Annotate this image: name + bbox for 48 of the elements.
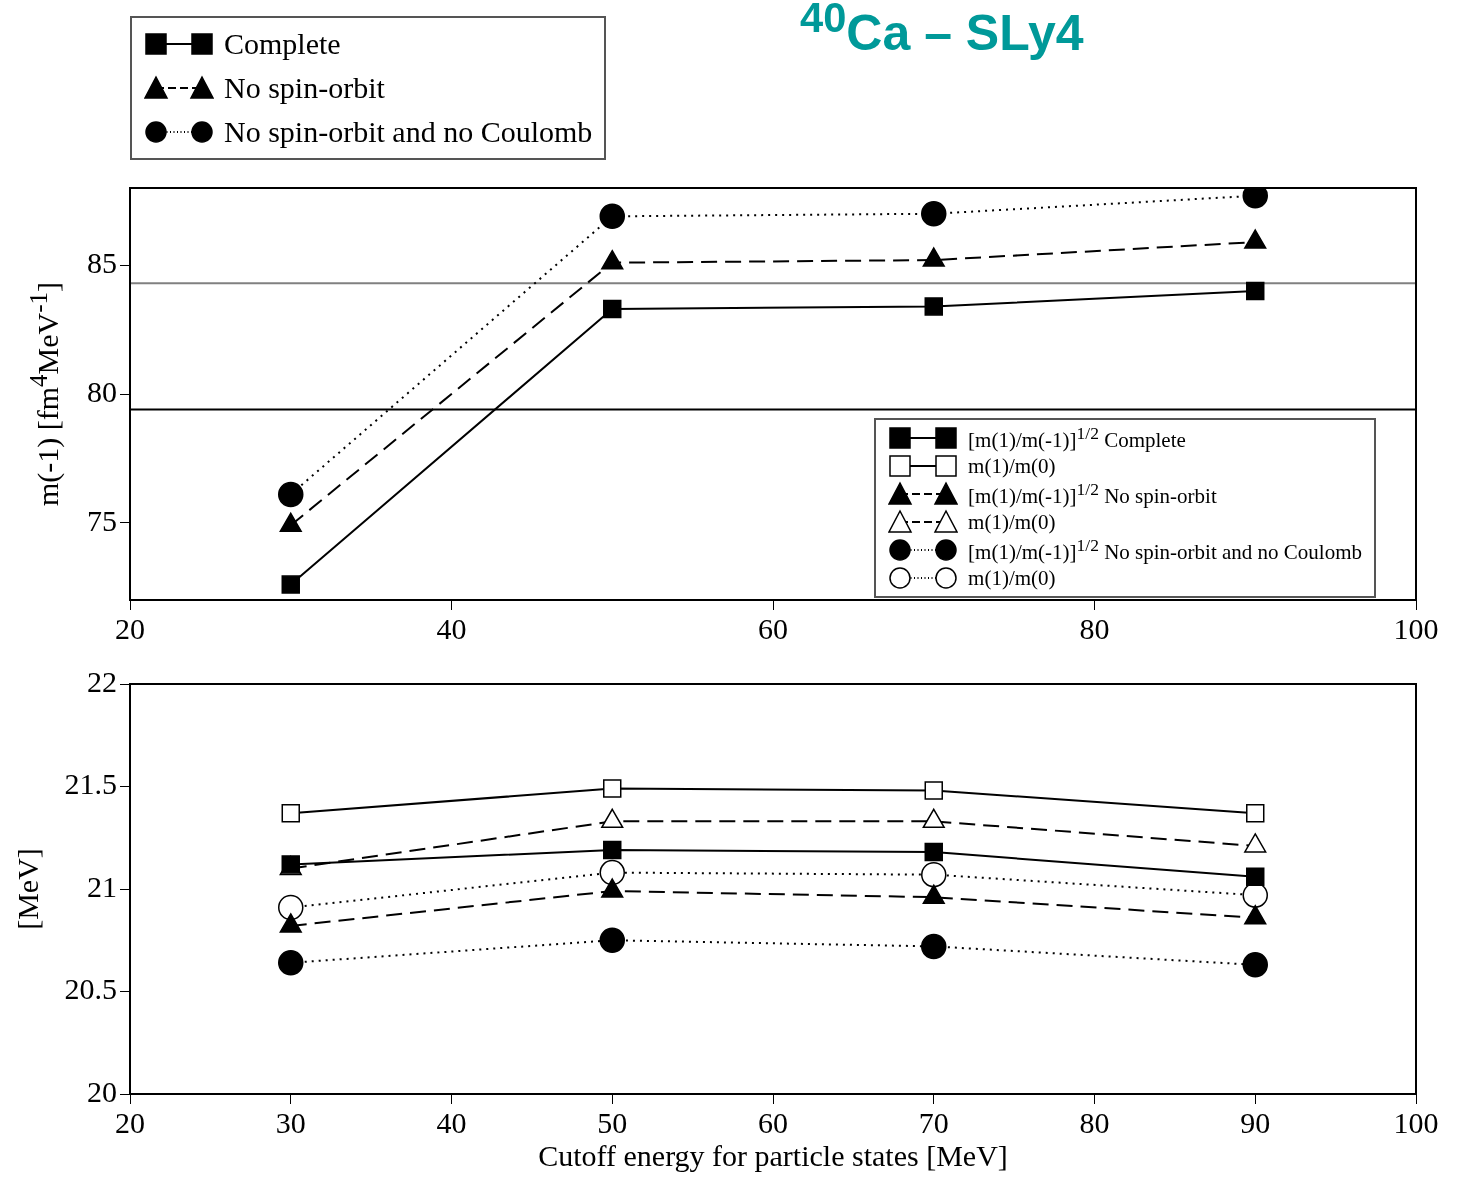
legend-label: m(1)/m(0) xyxy=(968,453,1056,479)
x-tick-label: 40 xyxy=(436,1105,467,1139)
x-tick-label: 70 xyxy=(918,1105,949,1139)
x-tick-label: 100 xyxy=(1393,1105,1439,1139)
chart-title: $^{40}$Ca – SLy4 xyxy=(800,0,1084,62)
x-tick-label: 90 xyxy=(1240,1105,1271,1139)
x-tick-label: 30 xyxy=(275,1105,306,1139)
y-tick-label: 20.5 xyxy=(64,972,117,1006)
point xyxy=(1246,867,1265,886)
point xyxy=(1242,952,1268,978)
legend-label: No spin-orbit and no Coulomb xyxy=(224,115,593,149)
point xyxy=(599,927,625,953)
y-tick-label: 21 xyxy=(87,869,117,903)
y-tick-label: 22 xyxy=(87,664,117,698)
legend-label: [m(1)/m(-1)]$^{1/2}$ No spin-orbit and no Coulomb xyxy=(968,535,1362,565)
point xyxy=(924,781,943,800)
point xyxy=(278,894,304,921)
point xyxy=(603,840,622,860)
x-tick-label: 20 xyxy=(115,611,145,645)
x-tick-label: 60 xyxy=(758,611,788,645)
y-tick-label: 75 xyxy=(87,503,117,537)
x-tick-label: 80 xyxy=(1079,611,1110,645)
y-tick-label: 20 xyxy=(87,1074,117,1108)
point xyxy=(278,950,304,976)
y-axis-title: [MeV] xyxy=(11,848,45,930)
legend-label: m(1)/m(0) xyxy=(968,509,1056,535)
point xyxy=(1246,803,1265,823)
point xyxy=(921,861,947,888)
point xyxy=(921,933,947,960)
legend-label: [m(1)/m(-1)]$^{1/2}$ Complete xyxy=(968,423,1186,453)
point xyxy=(281,803,300,823)
legend-label: [m(1)/m(-1)]$^{1/2}$ No spin-orbit xyxy=(968,479,1217,509)
y-tick-label: 85 xyxy=(87,246,117,280)
x-tick-label: 80 xyxy=(1079,1105,1110,1139)
y-tick-label: 80 xyxy=(87,374,117,408)
x-tick-label: 100 xyxy=(1393,611,1439,645)
x-tick-label: 40 xyxy=(436,611,467,645)
x-tick-label: 20 xyxy=(115,1105,145,1139)
x-tick-label: 60 xyxy=(758,1105,788,1139)
legend-label: No spin-orbit xyxy=(224,71,385,105)
y-tick-label: 21.5 xyxy=(64,767,117,801)
point xyxy=(599,859,625,886)
point xyxy=(603,779,622,798)
legend-label: Complete xyxy=(224,27,341,61)
x-tick-label: 50 xyxy=(597,1105,628,1139)
legend-label: m(1)/m(0) xyxy=(968,565,1056,591)
x-axis-title: Cutoff energy for particle states [MeV] xyxy=(538,1139,1008,1173)
point xyxy=(924,842,943,862)
